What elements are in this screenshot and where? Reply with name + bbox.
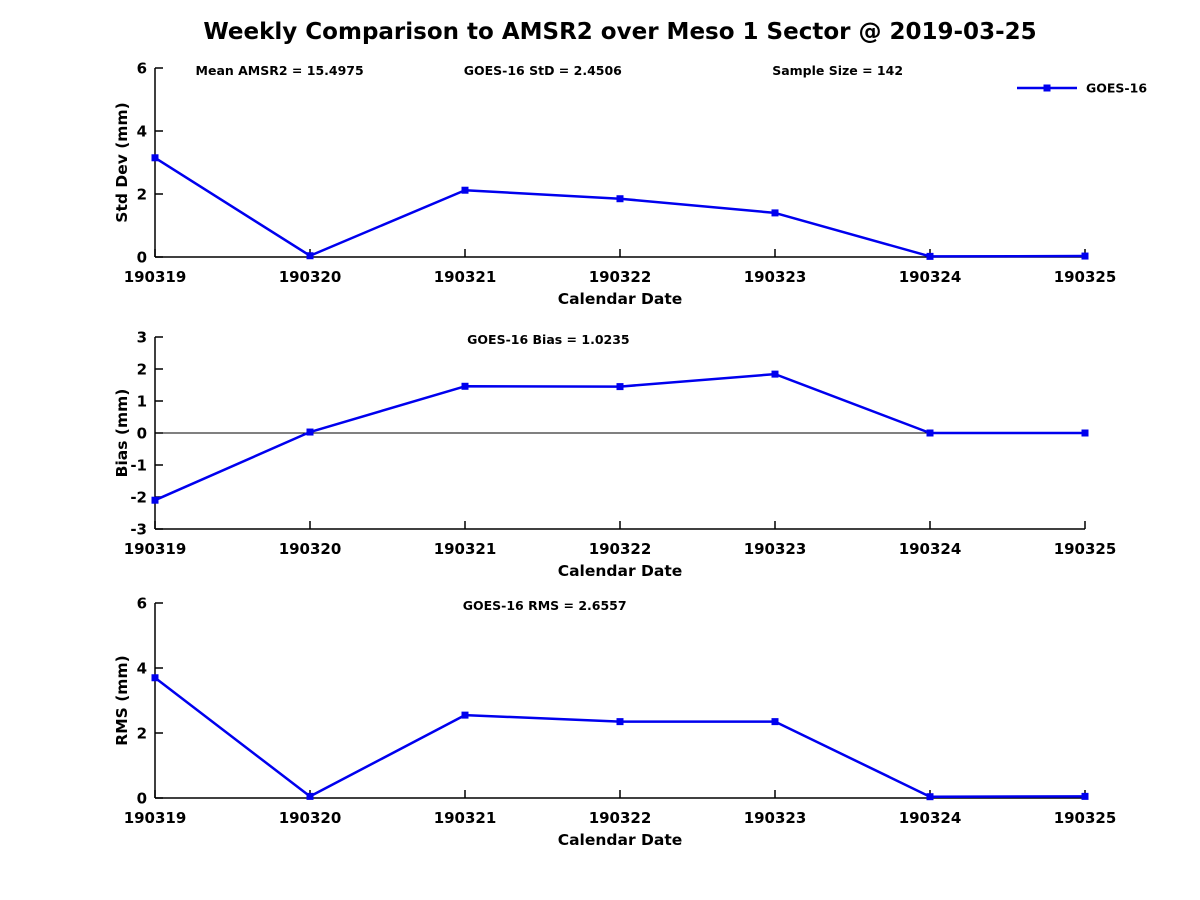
- y-tick-label: 4: [137, 123, 147, 141]
- x-tick-label: 190320: [279, 268, 342, 286]
- stat-annotation: GOES-16 RMS = 2.6557: [463, 598, 627, 613]
- data-point-marker: [151, 154, 159, 162]
- y-tick-label: -2: [130, 489, 147, 507]
- y-axis-label: RMS (mm): [113, 655, 131, 745]
- stat-annotation: Sample Size = 142: [772, 63, 903, 78]
- y-tick-label: -1: [130, 457, 147, 475]
- legend-label: GOES-16: [1086, 81, 1147, 96]
- data-point-marker: [306, 428, 314, 436]
- x-tick-label: 190323: [744, 268, 807, 286]
- data-point-marker: [461, 711, 469, 719]
- rms-chart: 0 2 4 6 190319 190320 190321 190322 190323 190324…: [113, 595, 1116, 850]
- y-tick-label: -3: [130, 521, 147, 539]
- legend-marker-sample: [1043, 84, 1051, 92]
- x-tick-label: 190322: [589, 268, 652, 286]
- x-tick-label: 190324: [899, 540, 962, 558]
- data-point-marker: [616, 383, 624, 391]
- x-tick-label: 190319: [124, 809, 187, 827]
- x-tick-label: 190324: [899, 268, 962, 286]
- std-dev-chart: 0 2 4 6 190319 190320 190321 190322 190323 190324…: [113, 60, 1147, 309]
- x-tick-label: 190320: [279, 540, 342, 558]
- data-point-marker: [461, 186, 469, 194]
- series-line: [154, 156, 1086, 258]
- x-axis-label: Calendar Date: [558, 831, 683, 849]
- data-point-marker: [1081, 252, 1089, 260]
- x-tick-label: 190319: [124, 268, 187, 286]
- stat-annotation: Mean AMSR2 = 15.4975: [196, 63, 364, 78]
- series-line: [154, 372, 1085, 502]
- x-tick-label: 190323: [744, 809, 807, 827]
- data-point-marker: [771, 370, 779, 378]
- y-tick-label: 1: [137, 393, 147, 411]
- x-tick-label: 190325: [1054, 268, 1117, 286]
- y-tick-label: 0: [137, 790, 147, 808]
- rms-series: [151, 674, 1089, 801]
- stat-annotation: GOES-16 StD = 2.4506: [464, 63, 622, 78]
- data-point-marker: [151, 674, 159, 682]
- x-tick-label: 190320: [279, 809, 342, 827]
- y-tick-label: 3: [137, 329, 147, 347]
- y-axis-label: Bias (mm): [113, 389, 131, 478]
- x-tick-label: 190321: [434, 268, 497, 286]
- y-tick-label: 6: [137, 595, 147, 613]
- legend: GOES-16: [1017, 81, 1147, 96]
- y-tick-label: 6: [137, 60, 147, 78]
- stat-annotation: GOES-16 Bias = 1.0235: [467, 332, 629, 347]
- y-tick-label: 0: [137, 425, 147, 443]
- data-point-marker: [926, 252, 934, 260]
- y-tick-label: 4: [137, 660, 147, 678]
- bias-chart: -3 -2 -1 0 1 2 3 190319 190320 190321 190322 190323…: [113, 329, 1116, 581]
- bias-axes: -3 -2 -1 0 1 2 3 190319 190320 190321 190322 190323…: [113, 329, 1116, 581]
- figure-title: Weekly Comparison to AMSR2 over Meso 1 S…: [203, 19, 1037, 45]
- x-tick-label: 190321: [434, 540, 497, 558]
- x-tick-label: 190319: [124, 540, 187, 558]
- x-tick-label: 190323: [744, 540, 807, 558]
- rms-axes: 0 2 4 6 190319 190320 190321 190322 190323 190324…: [113, 595, 1116, 850]
- x-tick-label: 190324: [899, 809, 962, 827]
- x-tick-label: 190321: [434, 809, 497, 827]
- data-point-marker: [306, 792, 314, 800]
- data-point-marker: [771, 209, 779, 217]
- y-tick-label: 2: [137, 186, 147, 204]
- data-point-marker: [616, 718, 624, 726]
- x-tick-label: 190325: [1054, 540, 1117, 558]
- data-point-marker: [616, 195, 624, 203]
- x-tick-label: 190325: [1054, 809, 1117, 827]
- bias-series: [151, 370, 1089, 504]
- data-point-marker: [771, 718, 779, 726]
- std-dev-axes: 0 2 4 6 190319 190320 190321 190322 190323 190324…: [113, 60, 1116, 309]
- x-axis-label: Calendar Date: [558, 562, 683, 580]
- std-dev-series: [151, 154, 1089, 260]
- y-tick-label: 2: [137, 725, 147, 743]
- series-line: [154, 676, 1086, 798]
- data-point-marker: [306, 252, 314, 260]
- x-axis-label: Calendar Date: [558, 290, 683, 308]
- y-axis-label: Std Dev (mm): [113, 102, 131, 222]
- y-tick-label: 2: [137, 361, 147, 379]
- data-point-marker: [926, 429, 934, 437]
- data-point-marker: [461, 382, 469, 390]
- y-tick-label: 0: [137, 249, 147, 267]
- x-tick-label: 190322: [589, 809, 652, 827]
- data-point-marker: [1081, 792, 1089, 800]
- data-point-marker: [1081, 429, 1089, 437]
- x-tick-label: 190322: [589, 540, 652, 558]
- data-point-marker: [926, 793, 934, 801]
- data-point-marker: [151, 496, 159, 504]
